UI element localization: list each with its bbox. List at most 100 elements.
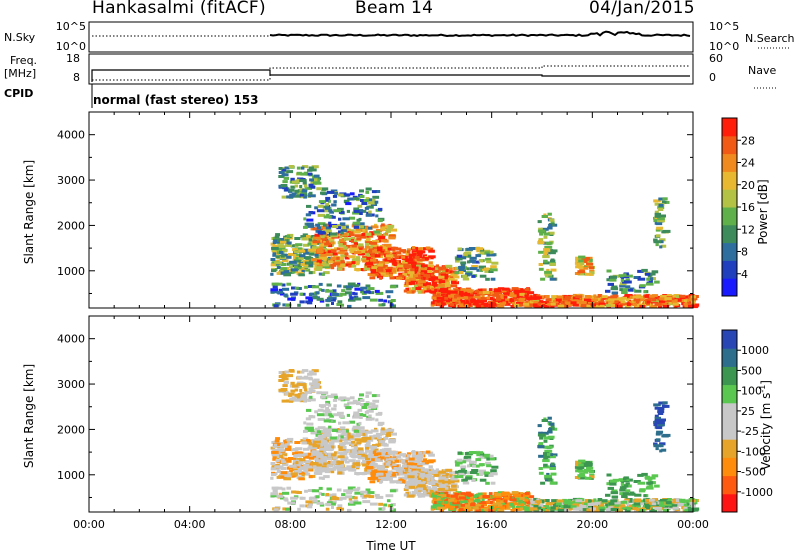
power-cell [482, 299, 487, 302]
power-cell [565, 301, 573, 305]
velocity-cell [485, 461, 491, 465]
power-cell [312, 178, 318, 182]
velocity-cell [465, 504, 470, 508]
velocity-cell [467, 458, 472, 462]
power-cell [369, 241, 378, 245]
power-cell [294, 286, 299, 290]
velocity-cell [368, 405, 375, 409]
power-cell [448, 267, 453, 271]
velocity-cell [610, 508, 616, 511]
velocity-cell [398, 476, 404, 480]
power-cell [553, 300, 559, 304]
power-cell [390, 299, 396, 302]
power-cell [512, 301, 516, 305]
power-cell [429, 285, 435, 289]
power-cell [376, 275, 382, 279]
power-cell [325, 253, 333, 257]
velocity-cell [281, 487, 286, 491]
power-cell [280, 292, 285, 296]
velocity-cell [548, 428, 553, 431]
velocity-cell [413, 481, 420, 485]
power-cell [475, 304, 484, 308]
velocity-cell [276, 475, 281, 479]
power-cell [301, 165, 309, 169]
velocity-cell [572, 507, 579, 511]
power-cell [296, 178, 301, 182]
velocity-cell [671, 504, 678, 508]
power-cell [348, 293, 353, 297]
velocity-cell [605, 493, 611, 497]
power-cell [295, 243, 303, 247]
velocity-cell [356, 460, 361, 464]
velocity-cell [455, 463, 460, 467]
velocity-cell [281, 377, 289, 381]
velocity-cell [556, 499, 564, 503]
velocity-cell [326, 439, 330, 443]
velocity-cell [445, 503, 450, 507]
power-cell [287, 233, 294, 237]
velocity-cell [271, 450, 279, 454]
velocity-cell [621, 506, 627, 510]
power-cell [299, 254, 306, 258]
velocity-cell [571, 503, 580, 507]
velocity-cell [430, 480, 439, 484]
velocity-cell [550, 508, 555, 512]
velocity-cell [361, 437, 366, 440]
power-cell [301, 269, 305, 273]
power-cell [325, 303, 330, 307]
velocity-cell [357, 453, 366, 457]
velocity-cell [367, 453, 373, 457]
velocity-cell [549, 455, 556, 459]
velocity-cell [428, 459, 436, 463]
power-cell [546, 268, 550, 272]
power-cell [583, 260, 588, 263]
velocity-cell [356, 472, 360, 476]
velocity-cell [636, 504, 640, 508]
velocity-cell [513, 507, 521, 511]
power-cell [402, 250, 406, 254]
power-cell [406, 250, 411, 254]
velocity-cell [313, 440, 321, 444]
power-cell [311, 285, 320, 289]
power-cell [417, 283, 423, 287]
power-cell [530, 296, 537, 300]
velocity-cell [389, 480, 395, 484]
velocity-cell [549, 453, 558, 457]
power-cell [445, 301, 453, 305]
velocity-cell [439, 509, 444, 512]
power-cell [294, 250, 300, 254]
power-cell [279, 240, 287, 244]
velocity-cell [512, 502, 519, 506]
power-cell [542, 255, 550, 259]
velocity-cell [330, 438, 339, 442]
power-cell [283, 273, 291, 277]
power-cell [434, 266, 439, 270]
velocity-cell [633, 480, 639, 483]
velocity-cell [353, 411, 360, 415]
power-cell [544, 245, 553, 249]
power-cell [661, 244, 667, 248]
power-cell [353, 197, 360, 201]
power-cell [414, 256, 420, 259]
velocity-cell [383, 464, 389, 468]
velocity-cell [367, 468, 374, 472]
power-cell [495, 301, 504, 305]
velocity-cell [575, 469, 581, 473]
velocity-cell [407, 491, 411, 495]
velocity-cell [312, 382, 318, 386]
power-cell [367, 249, 373, 253]
velocity-cell [490, 481, 496, 485]
power-cell [376, 234, 384, 237]
power-cell [488, 304, 494, 308]
power-cell [274, 235, 280, 239]
power-cell [360, 290, 365, 294]
power-cell [675, 295, 680, 299]
velocity-cell [340, 458, 347, 462]
velocity-cell [274, 439, 280, 443]
velocity-cell [338, 414, 345, 418]
power-cell [440, 273, 449, 277]
velocity-cell [307, 446, 314, 450]
velocity-cell [278, 375, 285, 378]
velocity-cell [489, 454, 494, 458]
